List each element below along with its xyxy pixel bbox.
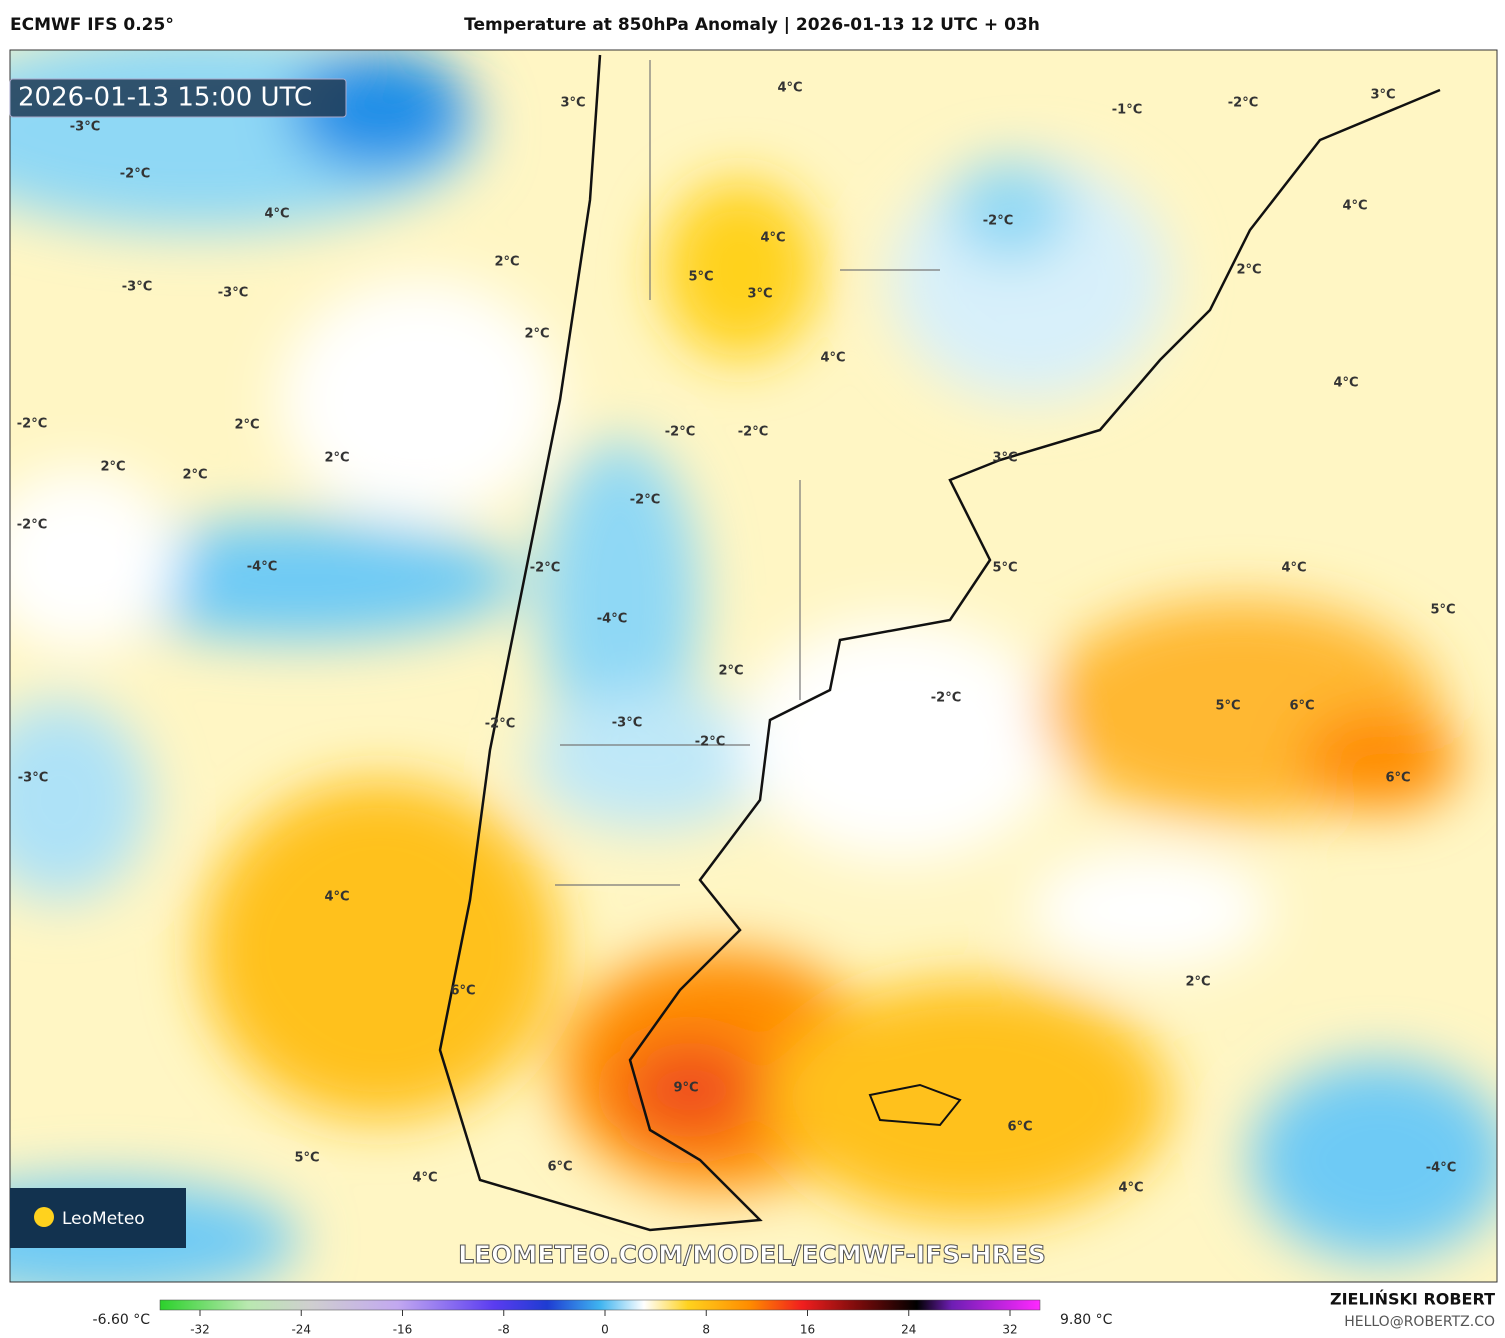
contour-label: 4°C <box>1118 1181 1143 1196</box>
contour-label: 6°C <box>1385 771 1410 786</box>
map <box>10 50 1497 1282</box>
contour-label: -2°C <box>17 417 47 432</box>
contour-label: -2°C <box>17 518 47 533</box>
logo-text: LeoMeteo <box>62 1209 145 1229</box>
contour-label: 4°C <box>777 81 802 96</box>
email: HELLO@ROBERTZ.CO <box>1344 1314 1495 1330</box>
contour-label: -2°C <box>530 561 560 576</box>
colorbar-tick-label: 16 <box>800 1323 815 1337</box>
contour-label: 4°C <box>1333 376 1358 391</box>
contour-label: -4°C <box>247 560 277 575</box>
contour-label: 4°C <box>412 1171 437 1186</box>
contour-label: 4°C <box>1281 561 1306 576</box>
contour-label: -3°C <box>70 120 100 135</box>
contour-label: 2°C <box>1236 263 1261 278</box>
colorbar-tick-label: 32 <box>1002 1323 1017 1337</box>
contour-label: -4°C <box>1426 1161 1456 1176</box>
colorbar-min: -6.60 °C <box>93 1312 151 1328</box>
contour-label: 4°C <box>264 207 289 222</box>
contour-label: 6°C <box>1007 1120 1032 1135</box>
contour-label: -2°C <box>983 214 1013 229</box>
colorbar-tick-label: 8 <box>702 1323 710 1337</box>
contour-label: -2°C <box>931 691 961 706</box>
contour-label: -2°C <box>120 167 150 182</box>
contour-label: 9°C <box>673 1081 698 1096</box>
colorbar-tick-label: -24 <box>291 1323 311 1337</box>
contour-label: 6°C <box>450 984 475 999</box>
map-frame <box>9 49 1498 1283</box>
colorbar-tick-label: -32 <box>190 1323 210 1337</box>
contour-label: -3°C <box>18 771 48 786</box>
contour-label: -1°C <box>1112 103 1142 118</box>
contour-label: 5°C <box>688 270 713 285</box>
contour-label: -3°C <box>218 286 248 301</box>
contour-label: 5°C <box>1215 699 1240 714</box>
timestamp-box <box>9 78 347 118</box>
watermark: LEOMETEO.COM/MODEL/ECMWF-IFS-HRES <box>458 1240 1046 1269</box>
contour-label: 2°C <box>494 255 519 270</box>
contour-label: 5°C <box>1430 603 1455 618</box>
contour-label: 3°C <box>1370 88 1395 103</box>
contour-label: 5°C <box>294 1151 319 1166</box>
contour-label: 4°C <box>1342 199 1367 214</box>
colorbar-tick-label: -16 <box>393 1323 413 1337</box>
colorbar <box>159 1299 1041 1311</box>
contour-label: 2°C <box>718 664 743 679</box>
colorbar-tick-label: -8 <box>498 1323 510 1337</box>
contour-label: 3°C <box>992 451 1017 466</box>
contour-label: 4°C <box>324 890 349 905</box>
colorbar-tick-label: 24 <box>901 1323 916 1337</box>
model-name: ECMWF IFS 0.25° <box>10 15 174 35</box>
contour-label: -2°C <box>738 425 768 440</box>
colorbar-tick-label: 0 <box>601 1323 609 1337</box>
contour-label: -2°C <box>1228 96 1258 111</box>
timestamp: 2026-01-13 15:00 UTC <box>18 83 312 113</box>
contour-label: 4°C <box>820 351 845 366</box>
contour-label: -2°C <box>665 425 695 440</box>
contour-label: -2°C <box>695 735 725 750</box>
contour-label: 6°C <box>1289 699 1314 714</box>
author: ZIELIŃSKI ROBERT <box>1330 1290 1495 1309</box>
contour-label: 2°C <box>324 451 349 466</box>
contour-label: 2°C <box>524 327 549 342</box>
contour-label: -3°C <box>122 280 152 295</box>
map-title: Temperature at 850hPa Anomaly | 2026-01-… <box>464 15 1040 35</box>
contour-label: 3°C <box>747 287 772 302</box>
colorbar-max: 9.80 °C <box>1060 1312 1113 1328</box>
contour-label: 4°C <box>760 231 785 246</box>
contour-label: 3°C <box>560 96 585 111</box>
logo-sun <box>34 1207 54 1227</box>
contour-label: -4°C <box>597 612 627 627</box>
contour-label: -2°C <box>630 493 660 508</box>
contour-label: 2°C <box>1185 975 1210 990</box>
contour-label: -2°C <box>485 717 515 732</box>
contour-label: 2°C <box>100 460 125 475</box>
contour-label: 6°C <box>547 1160 572 1175</box>
contour-label: 2°C <box>234 418 259 433</box>
contour-label: 2°C <box>182 468 207 483</box>
contour-label: 5°C <box>992 561 1017 576</box>
contour-label: -3°C <box>612 716 642 731</box>
